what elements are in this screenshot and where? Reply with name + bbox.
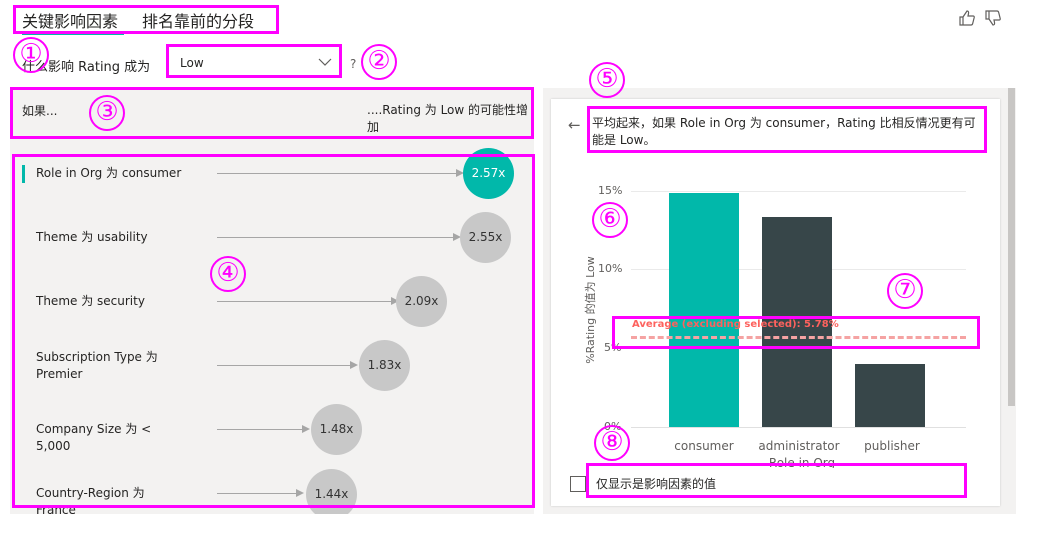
rating-value-dropdown[interactable]: Low xyxy=(172,48,340,78)
influence-bubble[interactable]: 1.83x xyxy=(359,340,410,391)
average-reference-label: Average (excluding selected): 5.78% xyxy=(632,319,839,330)
list-header-condition: 如果... xyxy=(22,104,58,118)
influencer-label: Role in Org 为 consumer xyxy=(36,166,182,180)
influence-bubble[interactable]: 1.48x xyxy=(311,404,362,455)
influencer-row[interactable]: Theme 为 security 2.09x xyxy=(10,272,534,332)
influencer-arrow-line xyxy=(217,301,395,302)
annotation-number-2: ② xyxy=(361,44,397,80)
x-axis-label: Role in Org xyxy=(768,456,836,468)
active-tab-indicator xyxy=(22,33,124,35)
tab-key-influencers[interactable]: 关键影响因素 xyxy=(22,12,119,31)
influencer-row[interactable]: Theme 为 usability 2.55x xyxy=(10,208,534,268)
influencer-arrow-line xyxy=(217,493,299,494)
scrollbar-thumb[interactable] xyxy=(1008,88,1015,406)
dropdown-selected-value: Low xyxy=(180,56,204,70)
back-arrow-icon[interactable]: ← xyxy=(568,116,581,134)
bar-administrator[interactable] xyxy=(762,217,832,427)
influencer-label: Subscription Type 为 Premier xyxy=(36,350,158,381)
influence-bubble[interactable]: 2.55x xyxy=(460,212,511,263)
y-tick-5: 5% xyxy=(604,341,622,354)
y-tick-15: 15% xyxy=(598,184,623,197)
influencer-arrow-line xyxy=(217,173,460,174)
influencer-label: Theme 为 security xyxy=(36,294,145,308)
gridline-15 xyxy=(631,191,966,192)
bar-publisher[interactable] xyxy=(855,364,925,427)
influencer-arrow-line xyxy=(217,237,457,238)
influence-bubble[interactable]: 1.44x xyxy=(306,469,357,514)
bar-consumer[interactable] xyxy=(669,193,739,427)
arrowhead-icon xyxy=(453,233,461,241)
influencer-label: Country-Region 为 France xyxy=(36,486,145,514)
arrowhead-icon xyxy=(296,489,304,497)
influencer-row[interactable]: Country-Region 为 France 1.44x xyxy=(10,464,534,514)
thumbs-down-icon[interactable] xyxy=(984,9,1002,27)
help-icon[interactable]: ? xyxy=(350,57,357,71)
influencer-row[interactable]: Subscription Type 为 Premier 1.83x xyxy=(10,336,534,396)
x-tick-publisher: publisher xyxy=(864,439,920,453)
arrowhead-icon xyxy=(456,169,464,177)
influence-bubble[interactable]: 2.09x xyxy=(396,276,447,327)
detail-explanation: 平均起来，如果 Role in Org 为 consumer，Rating 比相… xyxy=(592,116,976,147)
influencer-row[interactable]: Role in Org 为 consumer 2.57x xyxy=(10,144,534,204)
influencer-arrow-line xyxy=(217,429,305,430)
x-tick-consumer: consumer xyxy=(674,439,734,453)
average-reference-line xyxy=(631,336,966,339)
arrowhead-icon xyxy=(391,297,399,305)
arrowhead-icon xyxy=(350,361,358,369)
influencer-arrow-line xyxy=(217,365,353,366)
x-tick-administrator: administrator xyxy=(758,439,840,453)
influencer-row[interactable]: Company Size 为 < 5,000 1.48x xyxy=(10,400,534,460)
thumbs-up-icon[interactable] xyxy=(958,9,976,27)
y-tick-10: 10% xyxy=(598,262,623,275)
arrowhead-icon xyxy=(302,425,310,433)
y-axis-label: %Rating 的值为 Low xyxy=(584,256,597,364)
tab-top-segments[interactable]: 排名靠前的分段 xyxy=(142,12,255,31)
only-influencer-values-checkbox[interactable] xyxy=(570,476,586,492)
selected-indicator xyxy=(22,165,25,183)
influence-bubble[interactable]: 2.57x xyxy=(463,148,514,199)
influencer-label: Theme 为 usability xyxy=(36,230,148,244)
question-label: 什么影响 Rating 成为 xyxy=(22,60,151,75)
gridline-0 xyxy=(631,427,966,428)
chevron-down-icon xyxy=(318,58,332,66)
y-tick-0: 0% xyxy=(604,420,622,433)
influencer-label: Company Size 为 < 5,000 xyxy=(36,422,152,453)
only-influencer-values-label: 仅显示是影响因素的值 xyxy=(596,477,717,491)
list-header-effect: ....Rating 为 Low 的可能性增加 xyxy=(367,103,529,134)
